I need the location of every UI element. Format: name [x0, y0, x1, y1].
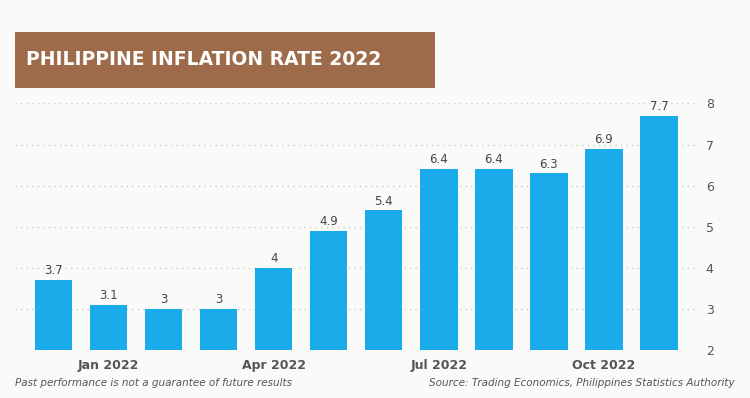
Bar — [365, 211, 403, 398]
Text: Source: Trading Economics, Philippines Statistics Authority: Source: Trading Economics, Philippines S… — [429, 378, 735, 388]
Text: 4.9: 4.9 — [320, 215, 338, 228]
Bar — [585, 149, 622, 398]
Text: 6.3: 6.3 — [539, 158, 558, 170]
Text: Past performance is not a guarantee of future results: Past performance is not a guarantee of f… — [15, 378, 292, 388]
Bar — [90, 305, 128, 398]
Text: PHILIPPINE INFLATION RATE 2022: PHILIPPINE INFLATION RATE 2022 — [26, 50, 381, 69]
Text: 3.1: 3.1 — [99, 289, 118, 302]
Text: 7.7: 7.7 — [650, 100, 668, 113]
Bar — [640, 116, 678, 398]
Bar — [420, 169, 458, 398]
Bar — [145, 309, 182, 398]
Text: 3: 3 — [215, 293, 222, 306]
Bar — [310, 231, 347, 398]
Text: 3: 3 — [160, 293, 167, 306]
Bar — [255, 268, 292, 398]
Text: 6.4: 6.4 — [430, 153, 448, 166]
Bar — [476, 169, 512, 398]
Text: 3.7: 3.7 — [44, 264, 63, 277]
Text: 6.9: 6.9 — [595, 133, 613, 146]
Bar — [530, 174, 568, 398]
Bar — [200, 309, 237, 398]
Text: 4: 4 — [270, 252, 278, 265]
Bar — [34, 280, 72, 398]
Text: 5.4: 5.4 — [374, 195, 393, 207]
Text: 6.4: 6.4 — [484, 153, 503, 166]
